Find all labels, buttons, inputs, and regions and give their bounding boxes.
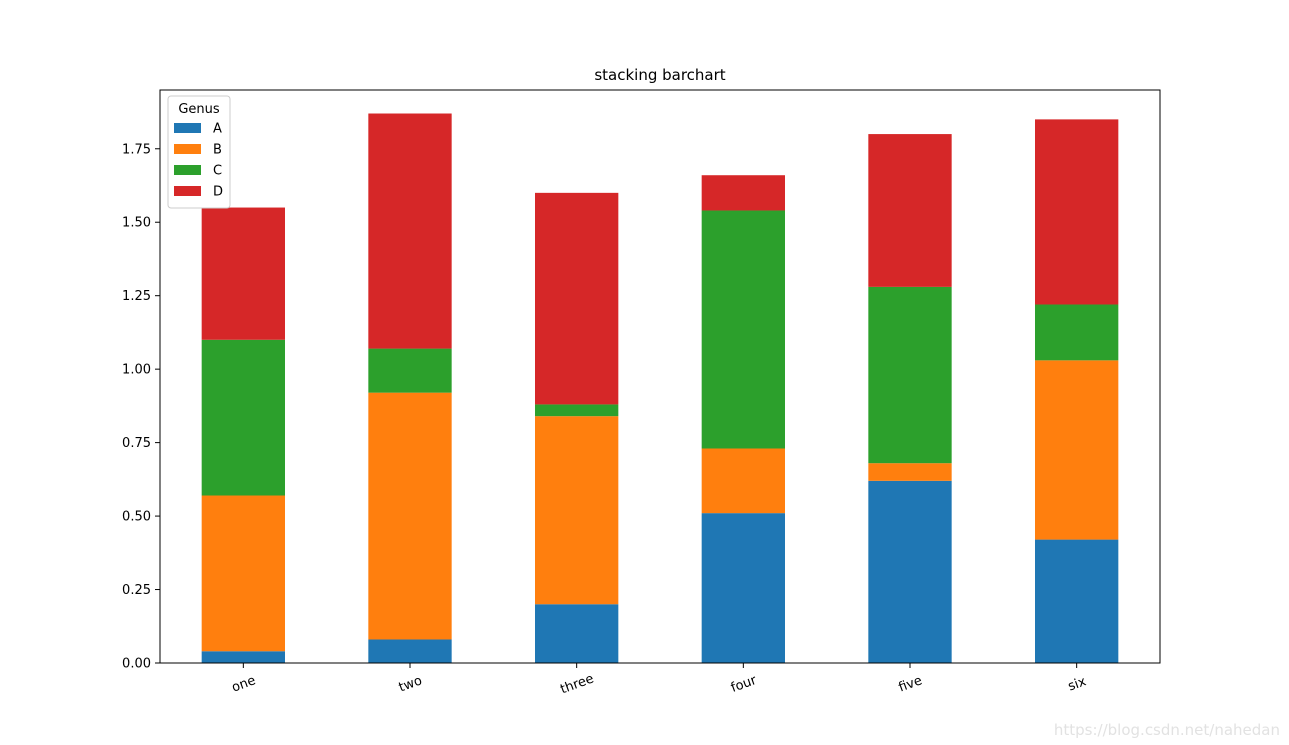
legend-label-A: A bbox=[213, 122, 222, 137]
bar-C-five bbox=[868, 286, 952, 464]
y-tick-label: 1.25 bbox=[122, 289, 151, 304]
y-tick-label: 0.00 bbox=[122, 657, 151, 672]
bar-B-six bbox=[1035, 360, 1119, 540]
y-tick-label: 1.00 bbox=[122, 363, 151, 378]
x-tick-label-four: four bbox=[729, 673, 759, 696]
x-tick-label-six: six bbox=[1066, 674, 1088, 694]
x-tick-label-two: two bbox=[397, 673, 424, 695]
x-tick-label-five: five bbox=[897, 673, 925, 695]
watermark: https://blog.csdn.net/nahedan bbox=[1053, 721, 1280, 739]
bar-D-six bbox=[1035, 119, 1119, 305]
bar-D-three bbox=[535, 192, 619, 405]
bar-A-three bbox=[535, 604, 619, 663]
y-tick-label: 0.50 bbox=[122, 510, 151, 525]
x-tick-label-three: three bbox=[558, 671, 595, 697]
y-tick-label: 1.75 bbox=[122, 142, 151, 157]
bar-C-three bbox=[535, 404, 619, 417]
bar-D-five bbox=[868, 134, 952, 287]
y-tick-label: 0.75 bbox=[122, 436, 151, 451]
legend-swatch-A bbox=[174, 123, 201, 133]
bar-B-one bbox=[201, 495, 285, 652]
bar-A-five bbox=[868, 480, 952, 663]
bar-D-two bbox=[368, 113, 452, 349]
bars-group bbox=[201, 113, 1119, 663]
bar-D-one bbox=[201, 207, 285, 340]
y-tick-label: 1.50 bbox=[122, 216, 151, 231]
x-tick-label-one: one bbox=[230, 673, 258, 695]
plot-frame bbox=[159, 89, 1161, 664]
bar-A-six bbox=[1035, 539, 1119, 663]
bar-B-three bbox=[535, 416, 619, 605]
bar-A-two bbox=[368, 639, 452, 663]
y-tick-label: 0.25 bbox=[122, 583, 151, 598]
legend-label-B: B bbox=[213, 143, 222, 158]
bar-B-two bbox=[368, 392, 452, 640]
legend-swatch-D bbox=[174, 186, 201, 196]
bar-C-two bbox=[368, 348, 452, 393]
bar-A-four bbox=[701, 513, 785, 663]
bar-B-four bbox=[701, 448, 785, 514]
bar-C-four bbox=[701, 210, 785, 449]
chart-title: stacking barchart bbox=[594, 66, 725, 84]
legend-title: Genus bbox=[178, 102, 220, 117]
bar-B-five bbox=[868, 463, 952, 481]
bar-C-six bbox=[1035, 304, 1119, 361]
legend-swatch-B bbox=[174, 144, 201, 154]
axes-group: 0.00 0.25 0.50 0.75 1.00 1.25 1.50 1.75 one two th… bbox=[122, 89, 1161, 697]
legend-swatch-C bbox=[174, 165, 201, 175]
bar-C-one bbox=[201, 339, 285, 496]
legend-label-C: C bbox=[213, 164, 222, 179]
bar-A-one bbox=[201, 651, 285, 663]
legend-label-D: D bbox=[213, 185, 223, 200]
bar-D-four bbox=[701, 175, 785, 211]
